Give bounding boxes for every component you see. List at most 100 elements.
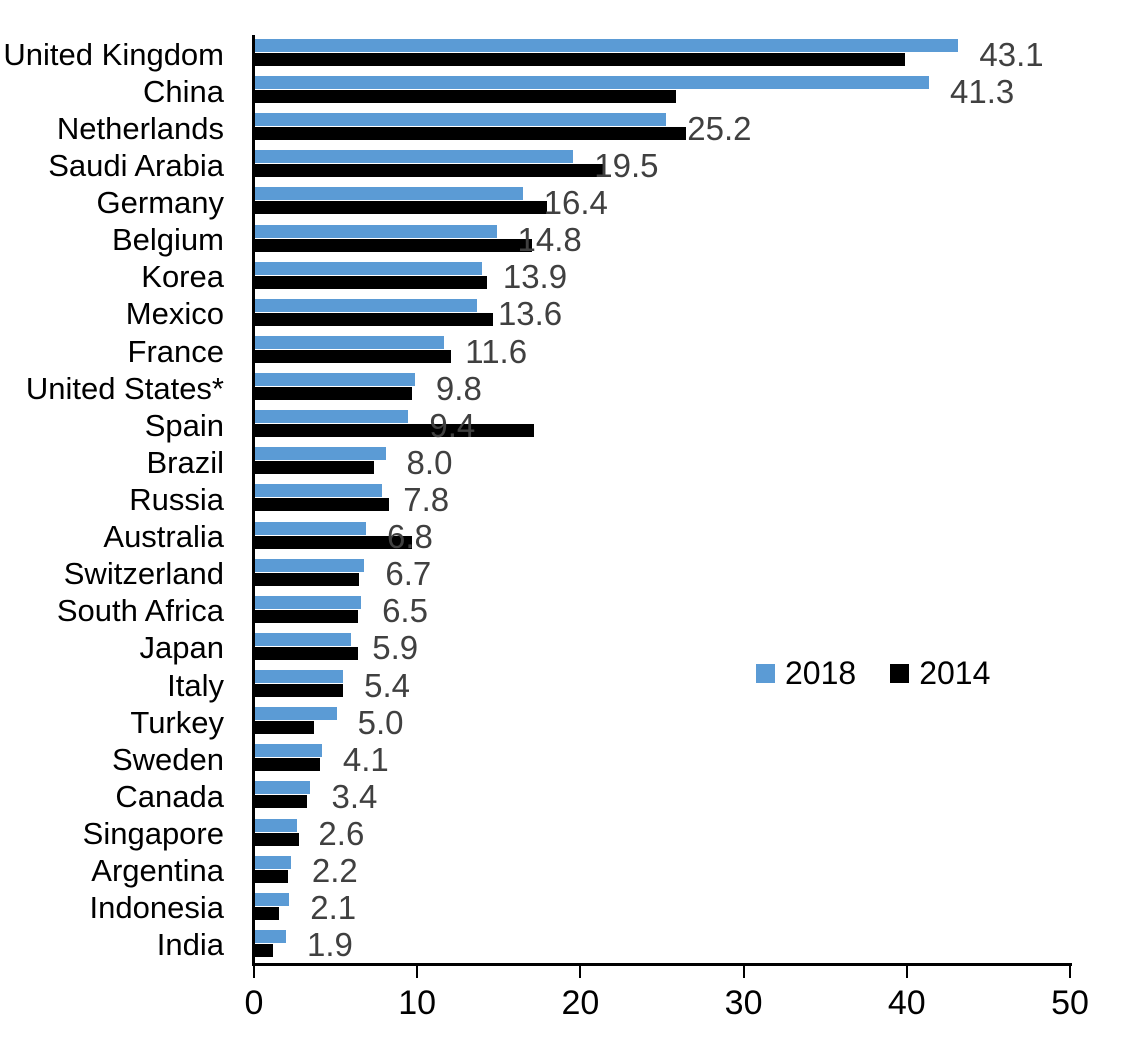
bar-2014 xyxy=(255,424,535,438)
value-label: 5.9 xyxy=(372,629,419,667)
y-axis-line xyxy=(252,35,255,966)
bar-2014 xyxy=(255,795,308,809)
value-label: 9.8 xyxy=(435,369,482,407)
x-axis-tick xyxy=(1069,966,1071,978)
bar-2018 xyxy=(255,298,477,312)
value-label: 8.0 xyxy=(406,443,453,481)
category-label: Netherlands xyxy=(56,110,224,146)
x-axis-tick-label: 30 xyxy=(724,984,763,1022)
category-label: South Africa xyxy=(56,593,224,629)
bar-2018 xyxy=(255,595,362,609)
category-label: China xyxy=(143,73,224,109)
x-axis-tick xyxy=(416,966,419,978)
bar-2014 xyxy=(255,943,273,957)
bar-2018 xyxy=(255,150,574,164)
bar-2018 xyxy=(255,224,497,238)
bar-2018 xyxy=(255,187,523,201)
value-label: 6.7 xyxy=(385,555,432,593)
bar-2018 xyxy=(255,781,311,795)
bar-2014 xyxy=(255,387,412,401)
legend-swatch-2018 xyxy=(756,664,775,683)
category-label: Indonesia xyxy=(89,890,224,926)
bar-2018 xyxy=(255,632,352,646)
value-label: 11.6 xyxy=(465,332,528,370)
category-label: Switzerland xyxy=(63,556,224,592)
value-label: 2.6 xyxy=(318,815,365,853)
category-label: Saudi Arabia xyxy=(48,147,224,183)
category-label: United Kingdom xyxy=(3,36,224,72)
x-axis-tick xyxy=(579,966,582,978)
bar-2018 xyxy=(255,113,667,127)
category-label: Spain xyxy=(144,407,224,443)
value-label: 5.4 xyxy=(364,666,410,704)
bar-2014 xyxy=(255,238,533,252)
value-label: 6.5 xyxy=(382,592,428,630)
legend-label-2014: 2014 xyxy=(919,655,991,691)
category-label: Canada xyxy=(115,778,224,814)
category-label: Mexico xyxy=(125,296,224,332)
value-label: 43.1 xyxy=(979,35,1044,73)
bar-2018 xyxy=(255,855,291,869)
category-label: United States* xyxy=(25,370,224,406)
bar-2018 xyxy=(255,373,415,387)
bar-2014 xyxy=(255,906,280,920)
category-label: Japan xyxy=(139,630,224,666)
value-label: 2.2 xyxy=(311,852,358,890)
x-axis-tick-label: 0 xyxy=(244,984,264,1022)
value-label: 2.1 xyxy=(310,889,357,927)
bar-2018 xyxy=(255,521,366,535)
bar-2014 xyxy=(255,312,494,326)
bar-2014 xyxy=(255,684,344,698)
value-label: 7.8 xyxy=(403,481,450,518)
value-label: 5.0 xyxy=(357,703,404,741)
category-label: Singapore xyxy=(82,816,224,852)
category-label: Belgium xyxy=(112,222,224,258)
bar-2014 xyxy=(255,646,358,660)
bar-2018 xyxy=(255,76,930,90)
value-label: 1.9 xyxy=(307,926,353,964)
bar-2018 xyxy=(255,39,959,52)
bar-2014 xyxy=(255,572,360,586)
legend-label-2018: 2018 xyxy=(785,655,857,691)
x-axis-tick xyxy=(253,966,255,978)
bar-2018 xyxy=(255,892,290,906)
legend-swatch-2014 xyxy=(890,664,910,683)
category-label: France xyxy=(127,333,224,369)
bar-2018 xyxy=(255,744,322,758)
bar-2014 xyxy=(255,609,358,623)
x-axis-tick-label: 10 xyxy=(398,984,437,1022)
bar-2018 xyxy=(255,670,344,684)
value-label: 6.8 xyxy=(386,518,433,556)
x-axis-tick-label: 50 xyxy=(1051,984,1089,1022)
bar-2018 xyxy=(255,447,386,461)
bar-2014 xyxy=(255,535,412,549)
bar-2014 xyxy=(255,758,321,772)
x-axis-tick-label: 20 xyxy=(561,984,600,1022)
bar-2018 xyxy=(255,929,286,943)
bar-2018 xyxy=(255,261,482,275)
bar-2018 xyxy=(255,410,409,424)
value-label: 14.8 xyxy=(517,221,582,259)
bar-2018 xyxy=(255,558,365,572)
bar-2014 xyxy=(255,349,451,363)
bar-2014 xyxy=(255,721,314,735)
bar-2014 xyxy=(255,461,375,475)
category-label: Turkey xyxy=(130,704,224,740)
bar-2014 xyxy=(255,275,487,289)
x-axis-tick xyxy=(905,966,908,978)
category-label: Russia xyxy=(129,482,224,517)
category-label: Argentina xyxy=(91,853,224,889)
value-label: 19.5 xyxy=(594,146,659,184)
bar-2014 xyxy=(255,127,686,141)
category-label: India xyxy=(156,927,224,963)
bar-2014 xyxy=(255,498,389,512)
x-axis-line xyxy=(252,963,1072,966)
value-label: 13.6 xyxy=(497,295,563,333)
value-label: 16.4 xyxy=(543,184,608,222)
x-axis-tick xyxy=(742,966,745,978)
category-label: Sweden xyxy=(111,741,224,777)
category-label: Italy xyxy=(167,667,224,703)
value-label: 4.1 xyxy=(342,740,389,778)
value-label: 13.9 xyxy=(502,258,568,296)
